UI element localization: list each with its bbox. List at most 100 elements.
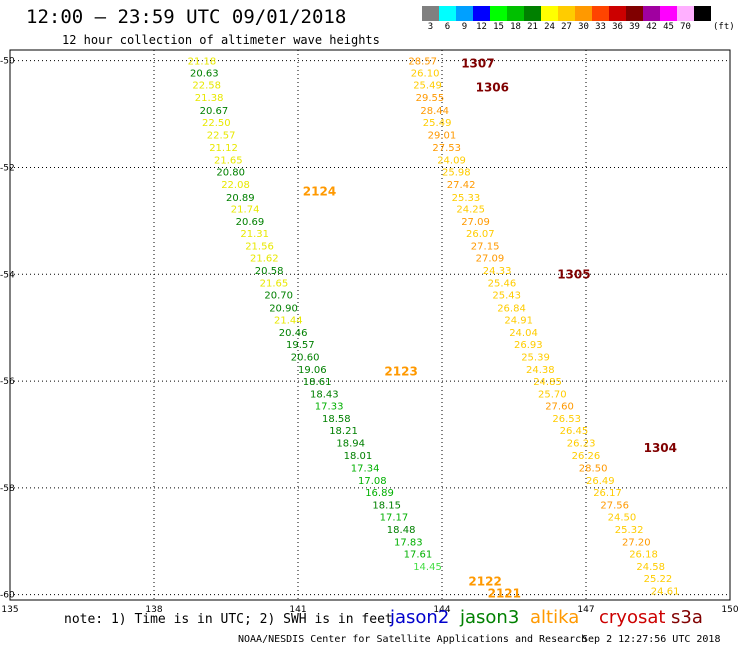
wave-height-value: 27.09 bbox=[461, 217, 490, 228]
wave-height-value: 17.33 bbox=[315, 402, 344, 413]
wave-height-value: 24.09 bbox=[437, 155, 466, 166]
wave-height-value: 17.61 bbox=[404, 550, 433, 561]
wave-height-value: 24.33 bbox=[483, 266, 512, 277]
wave-height-value: 20.90 bbox=[269, 303, 298, 314]
legend-swatch bbox=[643, 6, 660, 21]
x-tick-label: 138 bbox=[145, 605, 162, 615]
footer-note: note: 1) Time is in UTC; 2) SWH is in fe… bbox=[64, 612, 393, 627]
sat-label-s3a: s3a bbox=[671, 607, 703, 628]
legend-label: 21 bbox=[527, 22, 538, 32]
track-id-label: 2121 bbox=[488, 587, 521, 601]
wave-height-value: 27.60 bbox=[545, 402, 574, 413]
wave-height-value: 27.42 bbox=[447, 180, 476, 191]
wave-height-value: 27.15 bbox=[471, 241, 500, 252]
wave-height-value: 20.80 bbox=[216, 168, 245, 179]
y-tick-label: -60 bbox=[0, 591, 15, 601]
legend-swatch bbox=[558, 6, 575, 21]
legend-swatch bbox=[524, 6, 541, 21]
y-tick-label: -50 bbox=[0, 57, 15, 67]
wave-height-value: 25.43 bbox=[492, 291, 521, 302]
wave-height-value: 21.56 bbox=[245, 241, 274, 252]
legend-label: 18 bbox=[510, 22, 521, 32]
wave-height-value: 26.23 bbox=[567, 438, 596, 449]
legend-swatch bbox=[507, 6, 524, 21]
wave-height-value: 25.39 bbox=[521, 353, 550, 364]
wave-height-value: 26.93 bbox=[514, 340, 543, 351]
wave-height-value: 24.91 bbox=[504, 316, 533, 327]
sat-label-altika: altika bbox=[530, 607, 580, 628]
wave-height-value: 26.53 bbox=[552, 414, 581, 425]
wave-height-value: 18.48 bbox=[387, 525, 416, 536]
wave-height-value: 27.56 bbox=[600, 500, 629, 511]
legend-label: 30 bbox=[578, 22, 589, 32]
wave-height-value: 18.43 bbox=[310, 389, 339, 400]
wave-height-value: 26.07 bbox=[466, 229, 495, 240]
x-tick-label: 144 bbox=[433, 605, 450, 615]
wave-height-value: 25.49 bbox=[423, 118, 452, 129]
wave-height-value: 20.69 bbox=[236, 217, 265, 228]
legend-label: 45 bbox=[663, 22, 674, 32]
wave-height-value: 29.01 bbox=[428, 130, 457, 141]
track-id-label: 2122 bbox=[468, 574, 501, 588]
wave-height-value: 22.57 bbox=[207, 130, 236, 141]
wave-height-value: 20.60 bbox=[291, 353, 320, 364]
wave-height-value: 17.83 bbox=[394, 537, 423, 548]
wave-height-value: 21.65 bbox=[260, 278, 289, 289]
wave-height-value: 20.46 bbox=[279, 328, 308, 339]
legend-label: 33 bbox=[595, 22, 606, 32]
wave-height-value: 18.01 bbox=[344, 451, 373, 462]
wave-height-value: 21.12 bbox=[209, 143, 238, 154]
legend-swatch bbox=[575, 6, 592, 21]
wave-height-value: 25.49 bbox=[413, 81, 442, 92]
track-id-label: 1304 bbox=[644, 441, 677, 455]
y-tick-label: -54 bbox=[0, 270, 15, 280]
wave-height-value: 17.08 bbox=[358, 476, 387, 487]
legend-label: 24 bbox=[544, 22, 555, 32]
wave-height-value: 21.44 bbox=[274, 316, 303, 327]
legend-label: 70 bbox=[680, 22, 691, 32]
legend-label: 9 bbox=[461, 22, 468, 32]
wave-height-value: 21.18 bbox=[188, 57, 217, 68]
wave-height-value: 21.38 bbox=[195, 93, 224, 104]
wave-height-value: 27.09 bbox=[476, 254, 505, 265]
wave-height-value: 24.38 bbox=[526, 365, 555, 376]
wave-height-value: 21.31 bbox=[240, 229, 269, 240]
legend-swatch bbox=[626, 6, 643, 21]
legend-label: 12 bbox=[476, 22, 487, 32]
wave-height-value: 18.15 bbox=[372, 500, 401, 511]
track-id-label: 1306 bbox=[476, 80, 509, 94]
sat-label-jason3: jason3 bbox=[460, 607, 520, 628]
wave-height-value: 27.20 bbox=[622, 537, 651, 548]
wave-height-value: 24.04 bbox=[509, 328, 538, 339]
wave-height-value: 21.62 bbox=[250, 254, 279, 265]
x-tick-label: 141 bbox=[289, 605, 306, 615]
legend-swatch bbox=[422, 6, 439, 21]
y-tick-label: -58 bbox=[0, 484, 15, 494]
wave-height-value: 22.50 bbox=[202, 118, 231, 129]
wave-height-value: 28.50 bbox=[579, 464, 608, 475]
legend-swatch bbox=[490, 6, 507, 21]
wave-height-value: 24.50 bbox=[608, 513, 637, 524]
wave-height-value: 26.84 bbox=[497, 303, 526, 314]
wave-height-value: 19.06 bbox=[298, 365, 327, 376]
sat-label-cryosat: cryosat bbox=[599, 607, 666, 628]
wave-height-value: 27.53 bbox=[432, 143, 461, 154]
legend-swatch bbox=[694, 6, 711, 21]
legend-label: 39 bbox=[629, 22, 640, 32]
wave-height-value: 29.55 bbox=[416, 93, 445, 104]
wave-height-value: 25.33 bbox=[452, 193, 481, 204]
wave-height-value: 16.89 bbox=[365, 488, 394, 499]
wave-height-value: 24.25 bbox=[456, 205, 485, 216]
wave-height-value: 20.63 bbox=[190, 68, 219, 79]
plot-frame bbox=[9, 49, 731, 601]
wave-height-value: 25.22 bbox=[644, 574, 673, 585]
track-id-label: 2123 bbox=[384, 364, 417, 378]
wave-height-value: 24.58 bbox=[636, 562, 665, 573]
wave-height-value: 17.17 bbox=[380, 513, 409, 524]
legend-label: 36 bbox=[612, 22, 623, 32]
wave-height-value: 24.85 bbox=[533, 377, 562, 388]
sat-label-jason2: jason2 bbox=[390, 607, 450, 628]
x-tick-label: 147 bbox=[577, 605, 594, 615]
